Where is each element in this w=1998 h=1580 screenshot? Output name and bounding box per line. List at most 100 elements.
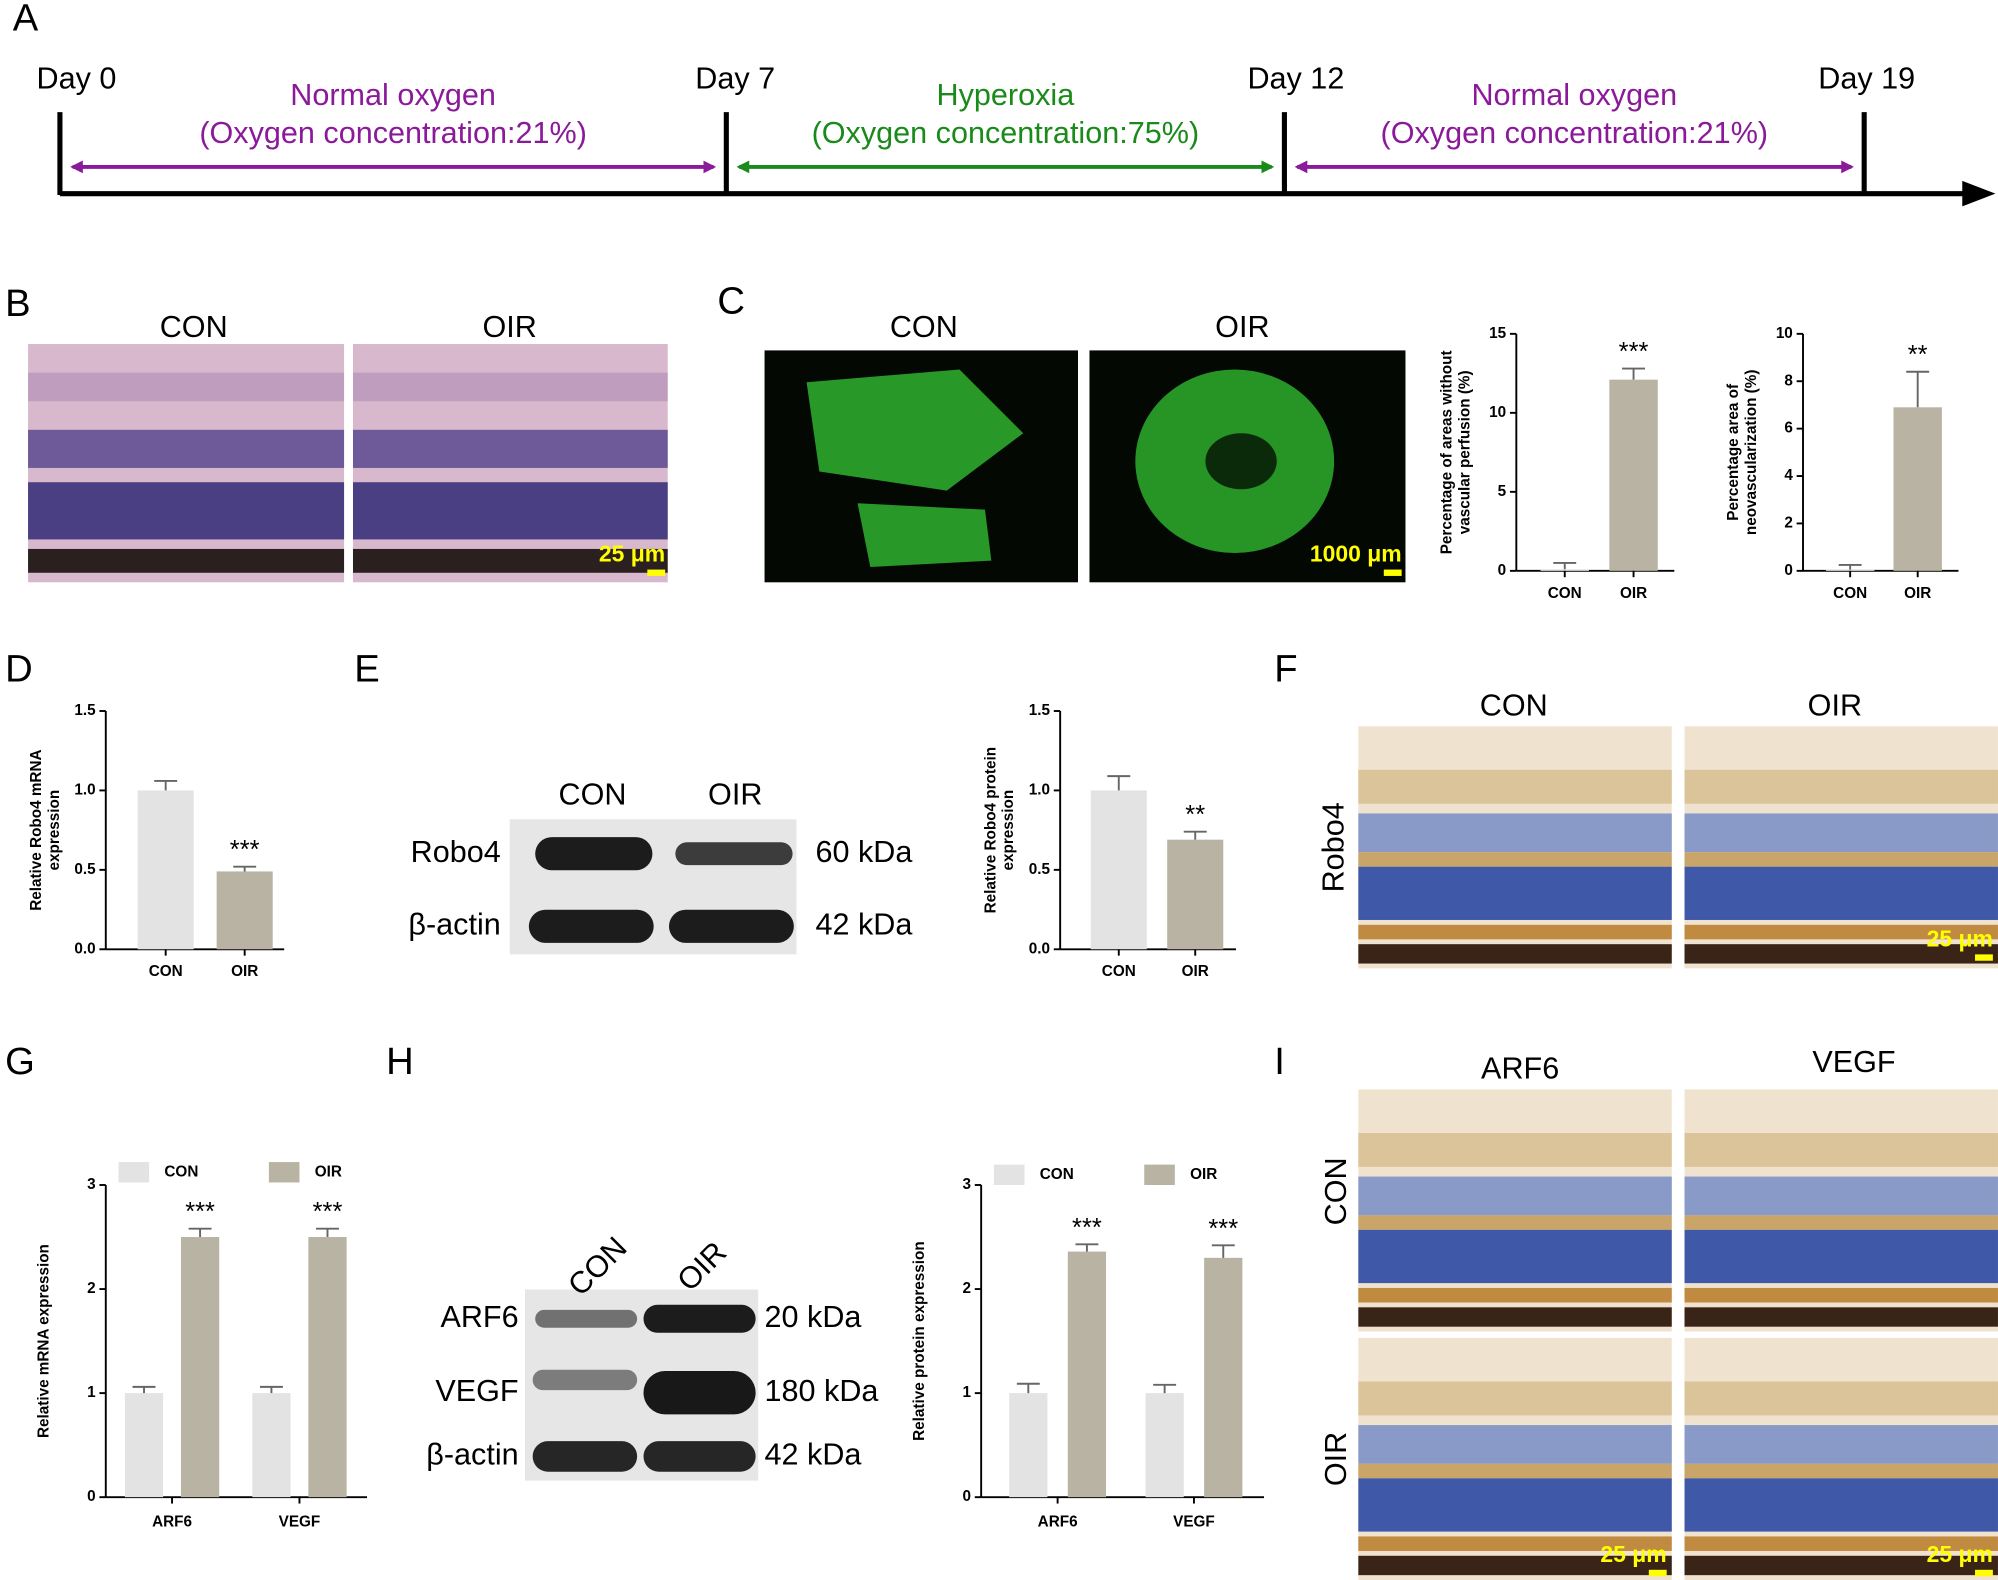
retina-flatmount [857,503,992,568]
scale-bar-label: 25 μm [1927,925,1993,951]
tissue-layer [352,429,668,468]
x-tick-label: CON [1102,963,1136,980]
panel-label: B [5,282,31,325]
tissue-layer [1684,769,1998,804]
blot-band [643,1304,756,1333]
row-label: CON [1319,1157,1353,1225]
error-bar [132,1385,156,1394]
size-label: 42 kDa [765,1437,862,1471]
significance-label: *** [230,836,260,864]
avascular-area [1205,433,1277,490]
y-tick-label: 2 [962,1280,971,1297]
blot-band [528,909,654,943]
y-axis-title: vascular perfusion (%) [1456,370,1473,534]
tissue-layer [1684,1229,1998,1284]
tissue-layer [1684,866,1998,920]
phase-detail: (Oxygen concentration:21%) [199,116,587,150]
bar [124,1393,164,1498]
image-title: CON [890,310,958,344]
y-axis-title: Percentage of areas without [1439,350,1456,554]
significance-label: *** [1208,1215,1238,1243]
legend-label: CON [1040,1166,1074,1183]
panel-label: I [1274,1040,1285,1083]
tissue-layer [28,372,345,402]
tissue-layer [1358,1215,1672,1230]
x-tick-label: CON [1548,585,1582,602]
bar [1090,790,1147,950]
legend-label: CON [164,1163,198,1180]
y-tick-label: 1.0 [74,781,95,798]
legend-label: OIR [315,1163,342,1180]
tissue-layer [1684,1463,1998,1479]
bar [1067,1251,1107,1498]
x-tick-label: OIR [1620,585,1647,602]
tissue-layer [1684,1133,1998,1167]
y-tick-label: 4 [1784,467,1793,484]
tissue-layer [1684,924,1998,940]
legend-swatch [993,1164,1025,1185]
phase-title: Normal oxygen [290,78,496,112]
panel-label: G [5,1040,35,1083]
size-label: 180 kDa [765,1374,879,1408]
protein-label: β-actin [408,907,500,941]
tissue-layer [1358,1425,1672,1464]
error-bar [1183,830,1207,840]
panel-label: D [5,648,33,691]
phase-title: Normal oxygen [1471,78,1677,112]
tissue-layer [1684,944,1998,964]
tissue-layer [352,482,668,540]
blot-band [675,842,793,866]
y-tick-label: 2 [87,1280,95,1297]
scale-bar-label: 1000 μm [1310,541,1402,567]
day-label: Day 19 [1818,61,1915,95]
lane-label: OIR [708,777,762,811]
protein-label: ARF6 [440,1300,518,1334]
protein-label: β-actin [426,1437,518,1471]
retina-flatmount [806,369,1024,491]
phase-detail: (Oxygen concentration:75%) [812,116,1200,150]
y-tick-label: 6 [1784,420,1793,437]
y-axis-title: Relative mRNA expression [36,1244,53,1438]
bar [137,790,194,950]
significance-label: *** [185,1198,215,1226]
y-tick-label: 0 [87,1488,95,1505]
y-tick-label: 0.0 [74,940,95,957]
tissue-layer [1684,813,1998,853]
error-bar [188,1227,212,1238]
tissue-layer [1358,1463,1672,1479]
y-tick-label: 1.5 [74,702,96,719]
tissue-layer [1358,1307,1672,1327]
scale-bar [1975,954,1993,961]
significance-label: ** [1908,341,1928,369]
tissue-layer [1358,1536,1672,1551]
significance-label: *** [1072,1214,1102,1242]
y-axis-title: expression [1000,790,1017,871]
tissue-layer [1684,1381,1998,1416]
day-label: Day 12 [1247,61,1344,95]
tissue-layer [1684,1215,1998,1230]
phase-title: Hyperoxia [937,78,1075,112]
error-bar [259,1385,283,1394]
x-tick-label: CON [1833,585,1867,602]
error-bar [1838,563,1862,570]
y-tick-label: 1 [962,1384,971,1401]
bar [1825,569,1875,571]
legend-label: OIR [1190,1166,1217,1183]
error-bar [1153,1383,1177,1394]
image-title: OIR [483,310,537,344]
protein-label: VEGF [435,1374,518,1408]
size-label: 42 kDa [816,907,913,941]
bar [308,1237,347,1498]
bar [1540,569,1589,571]
blot-band [643,1441,756,1472]
x-tick-label: OIR [1182,963,1209,980]
y-tick-label: 0 [1498,562,1507,579]
x-tick-label: VEGF [279,1514,321,1531]
significance-label: *** [313,1198,343,1226]
lane-label: CON [559,777,627,811]
tissue-layer [1358,813,1672,853]
tissue-layer [1684,1555,1998,1576]
legend-swatch [118,1162,150,1183]
